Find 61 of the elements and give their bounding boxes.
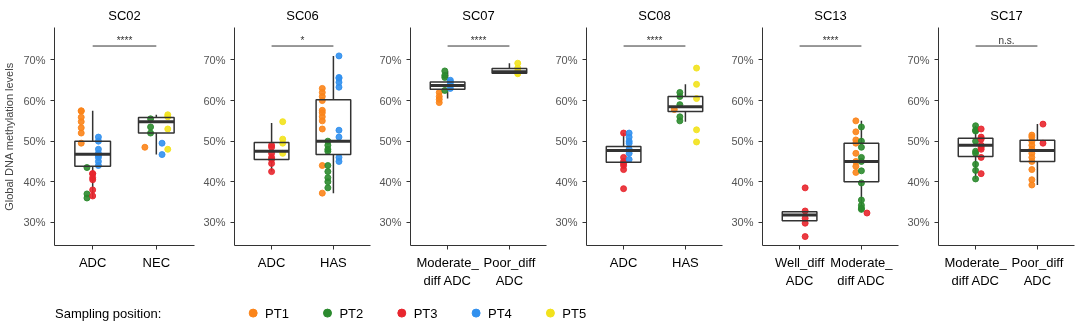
x-tick-label: NEC — [142, 254, 171, 270]
x-tick-label: ADC — [257, 254, 286, 270]
x-tick-label: Moderate_ diff ADC — [830, 254, 894, 288]
y-tick-label: 40% — [379, 175, 402, 188]
y-tick-label: 50% — [555, 135, 578, 148]
y-tick-label: 60% — [907, 94, 930, 107]
chart-title: SC13 — [814, 7, 847, 23]
y-tick-label: 50% — [731, 135, 754, 148]
x-tick-label: Poor_diff ADC — [483, 254, 536, 288]
y-tick-label: 30% — [379, 216, 402, 229]
y-tick-label: 60% — [731, 94, 754, 107]
y-tick-label: 70% — [203, 53, 226, 66]
chart-title: SC17 — [990, 7, 1023, 23]
y-tick-label: 70% — [379, 53, 402, 66]
chart-title: SC07 — [462, 7, 495, 23]
y-tick-label: 70% — [731, 53, 754, 66]
y-tick-label: 30% — [907, 216, 930, 229]
x-tick-label: Well_diff ADC — [774, 254, 825, 288]
y-tick-label: 60% — [203, 94, 226, 107]
x-tick-label: HAS — [320, 254, 348, 270]
y-tick-label: 30% — [23, 216, 46, 229]
x-tick-label: Moderate_ diff ADC — [944, 254, 1008, 288]
annotation: **** — [470, 35, 487, 47]
y-tick-label: 40% — [731, 175, 754, 188]
y-tick-label: 30% — [555, 216, 578, 229]
legend-label: PT1 — [265, 305, 289, 321]
legend-title: Sampling position: — [55, 305, 162, 321]
x-tick-label: Poor_diff ADC — [1011, 254, 1064, 288]
y-tick-label: 30% — [731, 216, 754, 229]
y-tick-label: 70% — [907, 53, 930, 66]
y-tick-label: 70% — [23, 53, 46, 66]
chart-title: SC02 — [108, 7, 141, 23]
x-tick-label: ADC — [609, 254, 638, 270]
y-tick-label: 60% — [23, 94, 46, 107]
annotation: * — [300, 35, 305, 47]
y-tick-label: 40% — [23, 175, 46, 188]
y-tick-label: 50% — [907, 135, 930, 148]
legend-label: PT3 — [413, 305, 438, 321]
y-tick-label: 50% — [379, 135, 402, 148]
y-tick-label: 60% — [379, 94, 402, 107]
legend-label: PT5 — [562, 305, 587, 321]
y-tick-label: 40% — [555, 175, 578, 188]
annotation: n.s. — [998, 35, 1015, 47]
x-tick-label: ADC — [78, 254, 107, 270]
x-tick-label: Moderate_ diff ADC — [416, 254, 480, 288]
legend-label: PT4 — [487, 305, 512, 321]
annotation: **** — [822, 35, 839, 47]
y-tick-label: 60% — [555, 94, 578, 107]
annotation: **** — [646, 35, 663, 47]
y-axis-title: Global DNA methylation levels — [3, 62, 16, 211]
x-tick-label: HAS — [672, 254, 700, 270]
y-tick-label: 40% — [907, 175, 930, 188]
y-tick-label: 40% — [203, 175, 226, 188]
y-tick-label: 30% — [203, 216, 226, 229]
legend-label: PT2 — [339, 305, 364, 321]
y-tick-label: 50% — [23, 135, 46, 148]
chart-title: SC06 — [286, 7, 319, 23]
annotation: **** — [116, 35, 133, 47]
chart-title: SC08 — [638, 7, 671, 23]
y-tick-label: 50% — [203, 135, 226, 148]
y-tick-label: 70% — [555, 53, 578, 66]
